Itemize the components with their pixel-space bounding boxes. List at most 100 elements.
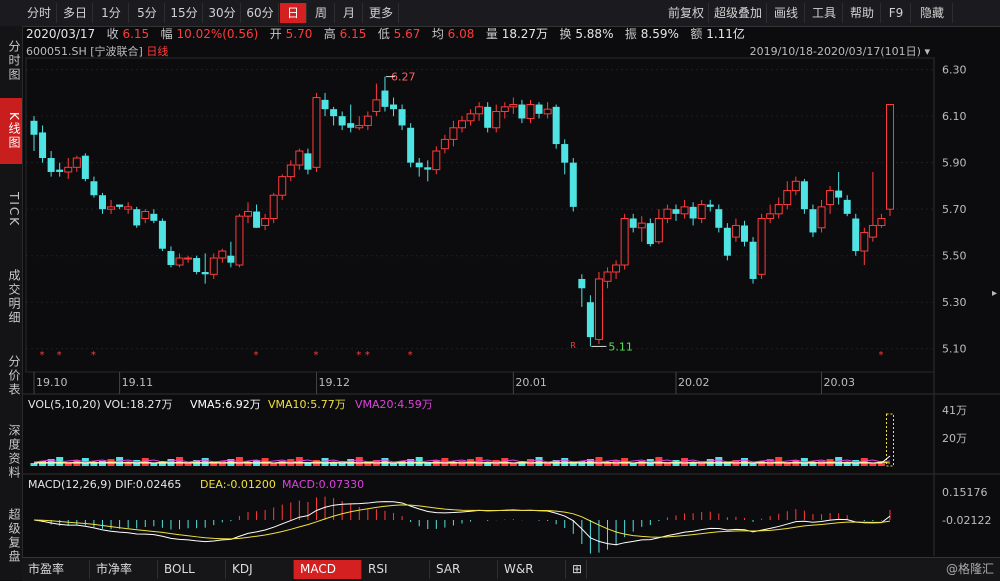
- toolbar-right-6[interactable]: 隐藏: [912, 3, 953, 23]
- candle-body-down: [390, 104, 398, 110]
- candle-body-down: [723, 227, 731, 256]
- toolbar-tab-4[interactable]: 15分: [166, 3, 203, 23]
- volume-bar: [355, 457, 363, 466]
- volume-bar: [689, 463, 697, 466]
- toolbar-tab-7[interactable]: 日: [280, 3, 307, 23]
- candle-body-down: [30, 120, 38, 135]
- volume-bar: [64, 462, 72, 466]
- indicator-tab-1[interactable]: 市净率: [90, 560, 158, 579]
- candle-body-down: [415, 162, 423, 168]
- high-label: 高: [323, 27, 336, 41]
- toolbar-right-0[interactable]: 前复权: [664, 3, 709, 23]
- toolbar-tab-0[interactable]: 分时: [22, 3, 57, 23]
- date-range-text: 2019/10/18-2020/03/17(101日): [749, 45, 921, 58]
- candle-body-up: [235, 215, 244, 266]
- volume-bar: [569, 463, 577, 466]
- indicator-tab-0[interactable]: 市盈率: [22, 560, 90, 579]
- indicator-tab-2[interactable]: BOLL: [158, 560, 226, 579]
- volume-bar: [90, 463, 98, 466]
- candle-body-down: [227, 255, 235, 263]
- left-sidebar: 分时图 K线图 TICK 成交明细分价表深度资料超级复盘: [0, 26, 23, 580]
- event-star-marker: *: [408, 350, 413, 361]
- candle-body-up: [886, 104, 894, 210]
- candle-body-up: [312, 97, 321, 168]
- sidebar-item-3[interactable]: 成交明细: [7, 269, 21, 325]
- toolbar-tab-6[interactable]: 60分: [242, 3, 279, 23]
- macd-tick-0: 0.15176: [942, 486, 988, 499]
- toolbar-tab-3[interactable]: 5分: [130, 3, 165, 23]
- watermark: @格隆汇: [945, 562, 994, 576]
- indicator-tab-3[interactable]: KDJ: [226, 560, 294, 579]
- candle-body-up: [475, 106, 484, 115]
- candle-body-down: [852, 218, 860, 252]
- sidebar-item-6[interactable]: 超级复盘: [7, 508, 21, 564]
- candle-body-down: [578, 278, 586, 289]
- toolbar-right-4[interactable]: 帮助: [844, 3, 881, 23]
- candle-body-up: [774, 204, 783, 215]
- event-star-marker: *: [878, 350, 883, 361]
- quote-info-line: 2020/03/17 收 6.15 幅 10.02%(0.56) 开 5.70 …: [26, 26, 745, 42]
- date-tick-1: 19.11: [122, 376, 154, 389]
- toolbar-right-2[interactable]: 画线: [768, 3, 805, 23]
- sidebar-item-0[interactable]: 分时图: [7, 40, 21, 82]
- candle-body-down: [253, 211, 261, 228]
- candle-body-down: [150, 213, 158, 221]
- candle-body-up: [175, 257, 184, 266]
- indicator-tab-5[interactable]: RSI: [362, 560, 430, 579]
- toolbar-tab-2[interactable]: 1分: [94, 3, 129, 23]
- candle-body-down: [715, 209, 723, 228]
- open-value: 5.70: [285, 27, 313, 41]
- candle-body-up: [286, 164, 295, 178]
- candle-body-down: [809, 209, 817, 233]
- indicator-tab-4[interactable]: MACD: [294, 560, 362, 579]
- toolbar-right-1[interactable]: 超级叠加: [710, 3, 767, 23]
- amount-label: 额: [690, 27, 703, 41]
- sidebar-item-5[interactable]: 深度资料: [7, 424, 21, 480]
- toolbar-tab-9[interactable]: 月: [336, 3, 363, 23]
- candle-body-down: [381, 90, 389, 107]
- date-tick-0: 19.10: [36, 376, 68, 389]
- toolbar-right-5[interactable]: F9: [882, 3, 911, 23]
- toolbar-tab-1[interactable]: 多日: [58, 3, 93, 23]
- candle-body-down: [321, 99, 329, 110]
- event-star-marker: *: [365, 350, 370, 361]
- candle-body-up: [766, 213, 775, 219]
- candle-body-down: [552, 106, 560, 145]
- candle-body-up: [372, 99, 381, 112]
- price-tick-5: 5.30: [942, 296, 967, 309]
- candle-body-down: [81, 155, 89, 179]
- volume-bar: [723, 462, 731, 466]
- event-star-marker: *: [254, 350, 259, 361]
- candle-body-down: [98, 195, 106, 210]
- volume-label: VOL(5,10,20) VOL:18.27万: [28, 398, 173, 411]
- event-r-marker: R: [570, 341, 576, 350]
- volume-bar: [304, 462, 312, 466]
- indicator-tab-7[interactable]: W&R: [498, 560, 566, 579]
- toolbar-tab-10[interactable]: 更多: [364, 3, 399, 23]
- toolbar-tab-8[interactable]: 周: [308, 3, 335, 23]
- candle-body-down: [424, 167, 432, 170]
- candle-body-up: [244, 211, 252, 217]
- candle-body-down: [843, 199, 851, 214]
- toolbar-right-3[interactable]: 工具: [806, 3, 843, 23]
- date-tick-4: 20.02: [678, 376, 710, 389]
- candle-body-up: [868, 224, 877, 238]
- volume-bar: [869, 463, 877, 466]
- sidebar-item-4[interactable]: 分价表: [7, 355, 21, 397]
- stock-period: 日线: [146, 45, 169, 58]
- candle-body-down: [193, 258, 201, 272]
- add-tab-icon[interactable]: ⊞: [566, 560, 587, 579]
- toolbar-tab-5[interactable]: 30分: [204, 3, 241, 23]
- sidebar-item-2[interactable]: TICK: [7, 192, 21, 228]
- indicator-tab-6[interactable]: SAR: [430, 560, 498, 579]
- candle-body-down: [398, 109, 406, 126]
- turnover-value: 5.88%: [575, 27, 614, 41]
- vma20-label: VMA20:4.59万: [355, 398, 433, 411]
- sidebar-item-1[interactable]: K线图: [0, 98, 22, 164]
- candle-body-down: [116, 204, 124, 207]
- volume-bar: [886, 413, 894, 467]
- candle-body-down: [158, 220, 166, 249]
- candle-body-down: [535, 104, 543, 114]
- date-range-selector[interactable]: 2019/10/18-2020/03/17(101日) ▾: [750, 43, 930, 59]
